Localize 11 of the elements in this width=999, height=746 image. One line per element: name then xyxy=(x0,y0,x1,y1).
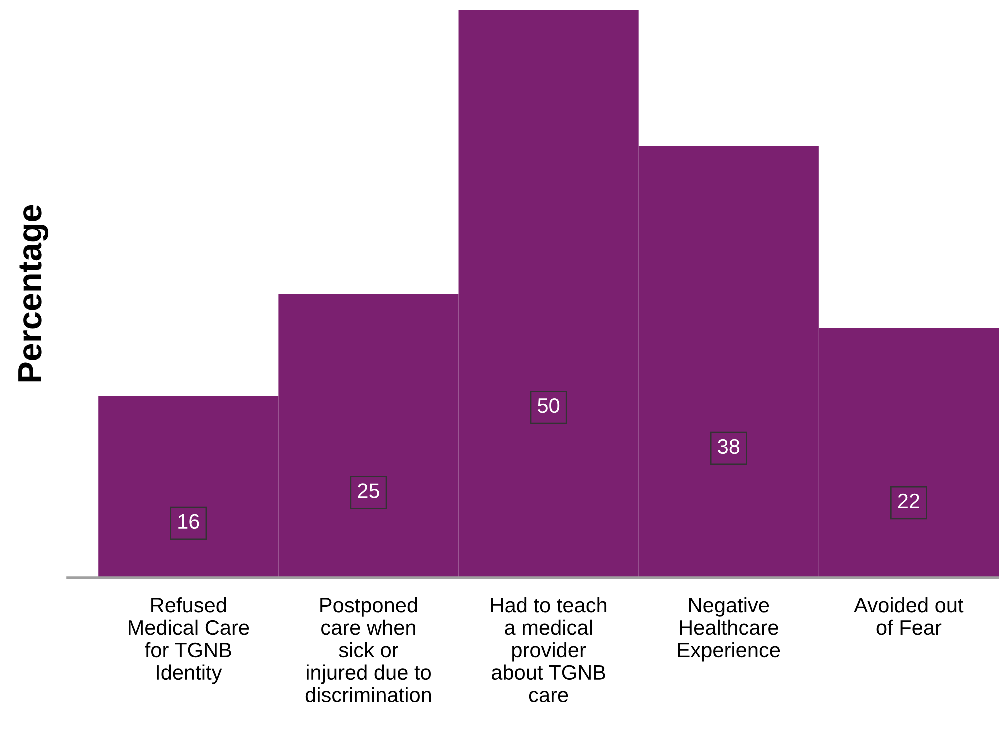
data-label: 50 xyxy=(538,398,560,414)
x-tick-label: Avoided out of Fear xyxy=(854,597,964,636)
data-label: 16 xyxy=(178,514,200,530)
data-label: 25 xyxy=(358,484,380,498)
data-label: 38 xyxy=(718,439,740,454)
y-axis-title: Percentage xyxy=(18,205,49,382)
x-tick-label: Negative Healthcare Experience xyxy=(678,597,780,662)
x-tick-label: Had to teach a medical provider about TGNB care xyxy=(491,597,607,703)
x-tick-label: Postponed care when sick or injured due to discrimination xyxy=(306,597,432,703)
x-tick-label: Refused Medical Care for TGNB Identity xyxy=(129,597,250,684)
data-label: 22 xyxy=(898,494,920,508)
